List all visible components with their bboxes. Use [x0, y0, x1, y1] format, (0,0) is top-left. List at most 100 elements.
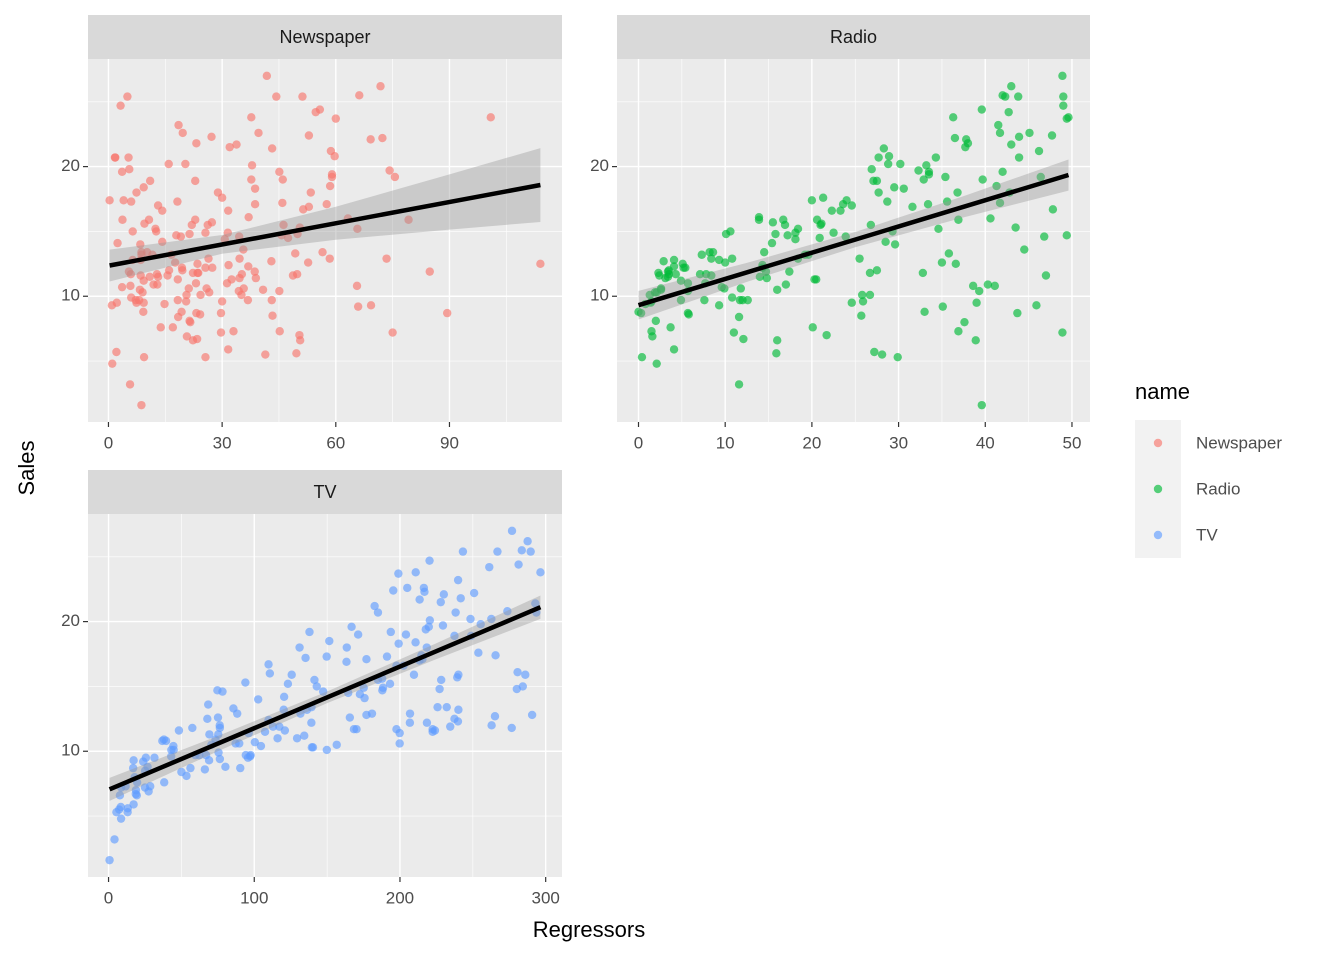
point — [772, 349, 781, 358]
point — [503, 607, 512, 616]
point — [161, 736, 171, 746]
strip-background — [88, 15, 562, 59]
point — [773, 285, 782, 294]
point — [1013, 308, 1022, 318]
point — [1047, 131, 1057, 140]
point — [422, 643, 431, 652]
legend-label: TV — [1196, 525, 1218, 544]
point — [192, 139, 201, 148]
legend-title: name — [1135, 379, 1190, 404]
panel-background — [88, 514, 562, 877]
point — [666, 323, 675, 332]
point — [1048, 205, 1058, 214]
point — [194, 268, 203, 278]
point — [388, 328, 397, 337]
point — [428, 727, 437, 736]
point — [215, 754, 225, 764]
point — [896, 159, 905, 169]
point — [411, 638, 420, 647]
point — [156, 323, 165, 332]
point — [754, 215, 764, 224]
point — [168, 323, 178, 332]
point — [995, 128, 1005, 138]
point — [857, 290, 867, 300]
point — [273, 734, 282, 743]
point — [370, 601, 379, 611]
point — [123, 807, 132, 817]
point — [250, 737, 260, 747]
fit-line — [637, 172, 1070, 308]
point — [466, 614, 475, 624]
point — [376, 82, 385, 91]
point — [322, 745, 332, 755]
point — [953, 188, 962, 197]
point — [978, 175, 987, 184]
point — [225, 142, 234, 152]
point — [158, 206, 167, 215]
point — [476, 619, 485, 629]
point — [204, 254, 213, 263]
point — [217, 297, 227, 306]
point — [918, 268, 928, 278]
point — [300, 731, 309, 740]
point — [405, 709, 415, 718]
point — [975, 286, 984, 296]
x-tick-label: 0 — [104, 888, 113, 907]
x-tick-label: 20 — [802, 433, 821, 452]
point — [652, 288, 661, 297]
point — [193, 259, 202, 269]
point — [986, 214, 995, 223]
point — [208, 263, 217, 272]
point — [890, 240, 900, 249]
point — [518, 682, 528, 691]
point — [442, 702, 451, 712]
point — [310, 675, 319, 685]
point — [275, 722, 284, 731]
point — [647, 327, 656, 336]
point — [734, 312, 744, 322]
point — [652, 359, 661, 368]
point — [779, 215, 788, 224]
point — [1032, 301, 1041, 310]
point — [267, 257, 276, 266]
point — [229, 704, 238, 713]
point — [714, 301, 724, 310]
point — [469, 588, 479, 598]
point — [450, 631, 459, 641]
point — [865, 268, 875, 278]
point — [874, 153, 883, 162]
point — [934, 224, 943, 234]
point — [241, 750, 251, 760]
point — [920, 307, 929, 317]
point — [382, 652, 392, 661]
point — [247, 161, 257, 170]
fit-line — [109, 182, 541, 268]
point — [394, 569, 403, 578]
point — [385, 679, 395, 689]
point — [173, 295, 182, 305]
point — [1041, 271, 1051, 280]
strip-label: Radio — [830, 27, 877, 47]
point — [250, 200, 260, 209]
point — [185, 229, 194, 239]
point — [874, 188, 883, 197]
point — [1025, 128, 1034, 138]
point — [355, 91, 364, 100]
point — [215, 721, 224, 730]
point — [403, 583, 412, 593]
point — [182, 290, 191, 300]
point — [227, 275, 236, 284]
x-tick-label: 0 — [104, 433, 113, 452]
point — [717, 282, 726, 292]
point — [858, 297, 868, 306]
point — [272, 92, 281, 101]
point — [173, 275, 182, 284]
point — [353, 630, 363, 639]
point — [181, 159, 190, 169]
point — [325, 636, 334, 646]
point — [172, 231, 181, 240]
point — [405, 718, 415, 727]
point — [129, 800, 138, 809]
point — [491, 651, 500, 660]
point — [681, 263, 690, 272]
